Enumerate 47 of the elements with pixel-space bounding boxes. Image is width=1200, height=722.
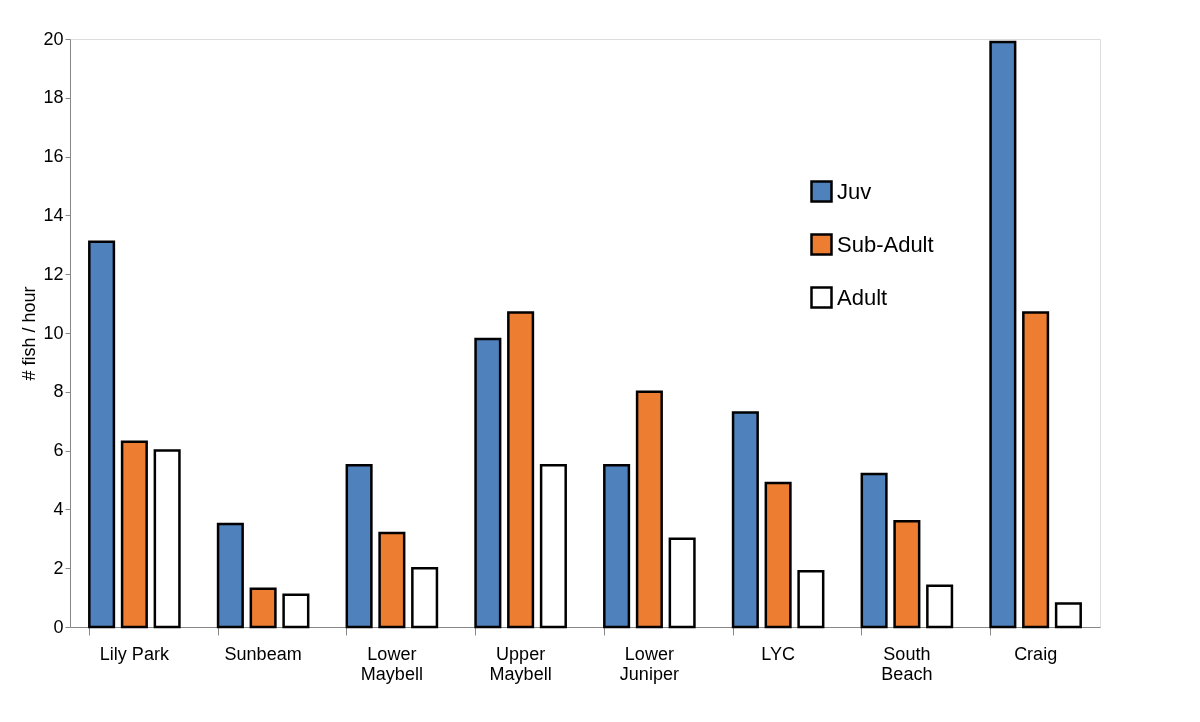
y-tick-label: 18 [43,87,64,108]
bar [378,531,406,629]
bar [120,440,148,629]
bar [926,584,954,629]
y-axis-title: # fish / hour [19,286,40,381]
y-tick-label: 0 [53,616,64,637]
y-tick-label: 20 [43,28,64,49]
bar [989,40,1017,629]
bar [539,464,567,629]
bar [345,464,373,629]
bar [797,569,825,629]
bar [507,311,535,629]
y-tick-label: 16 [43,146,64,167]
legend-label: Adult [837,284,888,310]
y-tick-label: 12 [43,263,64,284]
bar [668,537,696,629]
bar [216,522,244,629]
bar [1022,311,1050,629]
bar [153,449,181,629]
x-tick-label: Craig [1014,643,1058,664]
x-tick-label: Lower Maybell [360,643,423,684]
y-tick-label: 8 [53,381,64,402]
y-tick-label: 10 [43,322,64,343]
x-tick-label: Lower Juniper [619,643,679,684]
legend-label: Sub-Adult [837,231,934,257]
legend-label: Juv [837,178,872,204]
x-tick-label: Lily Park [99,643,170,664]
bar [474,337,502,629]
bar [731,411,759,629]
x-tick-label: Sunbeam [224,643,302,664]
bar [764,481,792,629]
x-tick-label: Upper Maybell [489,643,552,684]
y-tick-label: 14 [43,204,64,225]
bar [88,240,116,629]
bar [860,472,888,629]
bar [893,519,921,629]
y-tick-label: 6 [53,440,64,461]
bar [1054,602,1082,629]
bar [603,464,631,629]
x-tick-label: South Beach [881,643,933,684]
bar [635,390,663,629]
y-tick-label: 4 [53,498,64,519]
bar [411,566,439,629]
y-tick-label: 2 [53,557,64,578]
bar [249,587,277,629]
x-tick-label: LYC [761,643,795,664]
bar [282,593,310,629]
